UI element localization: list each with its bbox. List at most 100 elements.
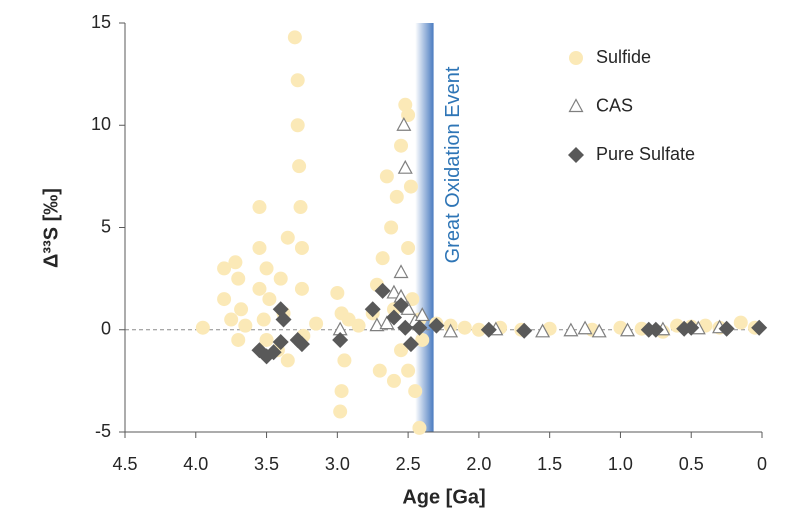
sulfate-point — [751, 319, 768, 336]
sulfide-point — [259, 332, 274, 347]
sulfide-point — [334, 384, 349, 399]
sulfate-point — [393, 297, 410, 314]
sulfate-point — [272, 334, 289, 351]
legend-label: Pure Sulfate — [596, 144, 695, 164]
sulfide-point — [309, 316, 324, 331]
sulfide-point — [294, 281, 309, 296]
y-tick-label: 15 — [91, 12, 111, 32]
sulfate-point — [402, 336, 419, 353]
cas-point — [393, 264, 409, 279]
legend-label: Sulfide — [596, 47, 651, 67]
sulfide-point — [195, 320, 210, 335]
sulfide-point — [394, 138, 409, 153]
sulfide-point — [262, 292, 277, 307]
legend-marker — [568, 98, 584, 113]
cas-point — [397, 159, 413, 174]
cas-point — [563, 322, 579, 337]
sulfide-point — [273, 271, 288, 286]
sulfide-point — [259, 261, 274, 276]
sulfide-point — [252, 240, 267, 255]
sulfide-point — [471, 322, 486, 337]
sulfate-point — [683, 319, 700, 336]
sulfide-point — [217, 292, 232, 307]
sulfide-point — [231, 332, 246, 347]
sulfide-point — [292, 159, 307, 174]
sulfate-point — [275, 311, 292, 328]
sulfide-point — [401, 363, 416, 378]
x-tick-label: 1.5 — [537, 454, 562, 474]
sulfide-point — [330, 285, 345, 300]
x-tick-label: 3.0 — [325, 454, 350, 474]
y-tick-label: 10 — [91, 114, 111, 134]
sulfide-point — [287, 30, 302, 45]
x-tick-label: 1.0 — [608, 454, 633, 474]
legend-marker — [569, 51, 583, 65]
x-tick-label: 2.0 — [466, 454, 491, 474]
sulfide-point — [228, 255, 243, 270]
y-tick-label: 5 — [101, 216, 111, 236]
sulfate-point — [364, 301, 381, 318]
sulfide-point — [412, 420, 427, 435]
cas-point — [386, 284, 402, 299]
sulfide-point — [224, 312, 239, 327]
cas-point — [379, 315, 395, 330]
sulfide-point — [457, 320, 472, 335]
sulfide-point — [280, 230, 295, 245]
x-tick-label: 0.5 — [679, 454, 704, 474]
x-tick-label: 2.5 — [396, 454, 421, 474]
sulfide-point — [333, 404, 348, 419]
sulfate-point — [428, 317, 445, 334]
sulfide-point — [337, 353, 352, 368]
cas-point — [414, 307, 430, 322]
sulfide-point — [238, 318, 253, 333]
sulfide-point — [375, 251, 390, 266]
y-axis-title: Δ³³S [‰] — [40, 188, 62, 268]
sulfate-point — [516, 322, 533, 339]
sulfide-point — [290, 73, 305, 88]
legend-marker — [568, 147, 584, 163]
sulfide-point — [733, 315, 748, 330]
sulfide-point — [415, 332, 430, 347]
sulfide-point — [386, 373, 401, 388]
x-tick-label: 0 — [757, 454, 767, 474]
y-tick-label: 0 — [101, 319, 111, 339]
sulfide-point — [379, 169, 394, 184]
sulfide-point — [294, 240, 309, 255]
sulfide-point — [256, 312, 271, 327]
sulfide-point — [351, 318, 366, 333]
cas-point — [577, 320, 593, 335]
x-axis-title: Age [Ga] — [402, 486, 485, 508]
sulfide-point — [403, 179, 418, 194]
sulfate-point — [411, 319, 428, 336]
sulfide-point — [401, 240, 416, 255]
sulfide-point — [394, 343, 409, 358]
sulfate-point — [265, 344, 282, 361]
sulfide-point — [384, 220, 399, 235]
sulfide-point — [252, 281, 267, 296]
sulfate-point — [293, 336, 310, 353]
sulfide-point — [234, 302, 249, 317]
sulfide-point — [389, 189, 404, 204]
cas-point — [535, 323, 551, 338]
sulfide-point — [290, 118, 305, 133]
sulfate-point — [718, 320, 735, 337]
goe-label: Great Oxidation Event — [442, 66, 464, 263]
sulfide-point — [372, 363, 387, 378]
sulfide-point — [252, 200, 267, 215]
sulfate-point — [647, 321, 664, 338]
x-tick-label: 4.5 — [112, 454, 137, 474]
sulfate-point — [374, 282, 391, 299]
sulfide-point — [293, 200, 308, 215]
cas-point — [591, 323, 607, 338]
sulfate-point — [397, 319, 414, 336]
sulfide-point — [217, 261, 232, 276]
sulfide-point — [408, 384, 423, 399]
sulfide-point — [280, 353, 295, 368]
goe-band — [415, 23, 434, 432]
sulfate-point — [332, 331, 349, 348]
sulfide-point — [231, 271, 246, 286]
sulfate-point — [480, 321, 497, 338]
cas-point — [396, 116, 412, 131]
x-tick-label: 3.5 — [254, 454, 279, 474]
